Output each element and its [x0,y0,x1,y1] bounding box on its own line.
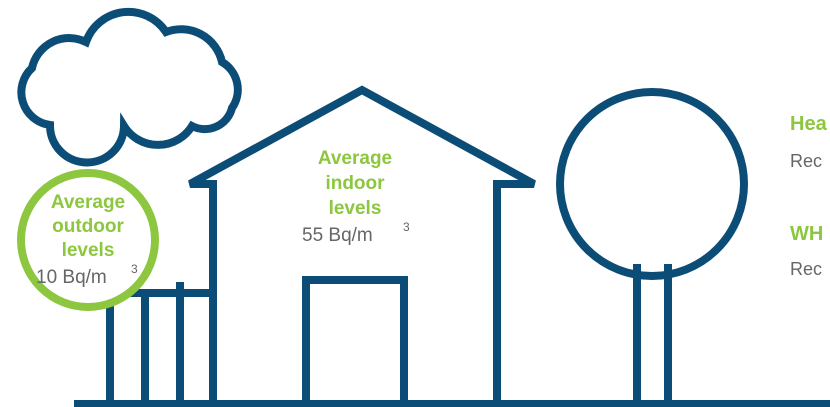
house-roof [188,85,536,404]
outdoor-unit-exponent: 3 [131,262,138,276]
outdoor-badge [17,169,159,311]
indoor-label: levels [329,198,382,219]
outdoor-label: levels [62,240,115,261]
cloud [17,7,242,167]
indoor-label: Average [318,148,392,169]
indoor-unit-exponent: 3 [403,220,410,234]
text: Rec [790,151,822,171]
outdoor-value: 10 Bq/m [36,267,107,288]
tree-crown [556,88,748,280]
indoor-value: 55 Bq/m [302,225,373,246]
outdoor-label: Average [51,192,125,213]
heading: WH [790,223,823,245]
text: Rec [790,259,822,279]
indoor-label: indoor [325,173,385,194]
outdoor-label: outdoor [52,216,124,237]
door [302,276,408,404]
heading: Hea [790,113,828,135]
